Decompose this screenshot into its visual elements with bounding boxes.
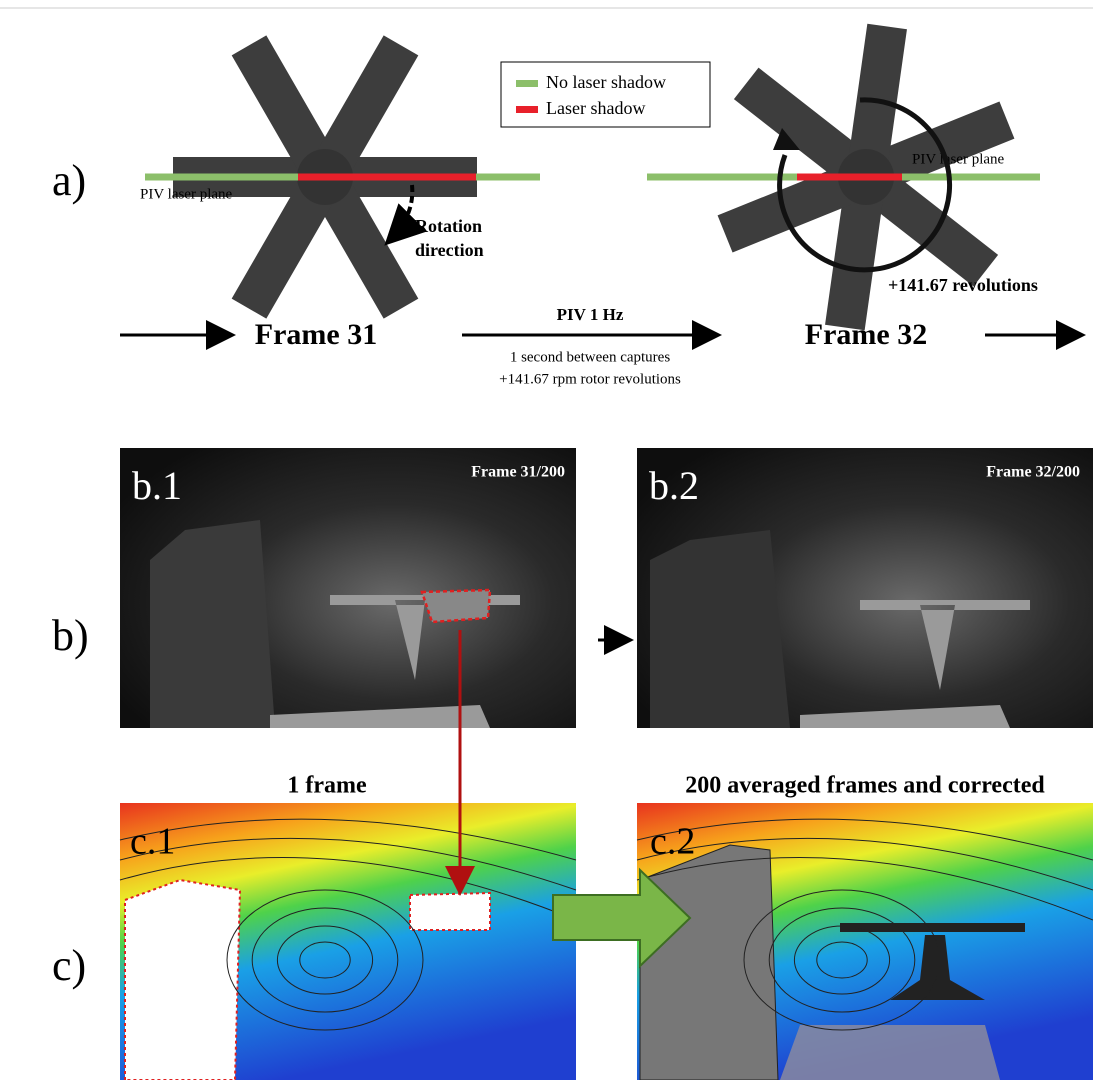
timing-title: PIV 1 Hz [557,305,624,324]
figure: a) PIV laser plane PIV laser plane Rotat… [0,0,1093,1080]
image-title: 200 averaged frames and corrected [685,773,1045,799]
legend-entry: Laser shadow [546,98,645,118]
legend-swatch [516,80,538,87]
image-label: c.2 [650,821,695,863]
laser-plane-label: PIV laser plane [912,151,1005,167]
ship-silhouette [650,530,790,728]
rotation-label: direction [415,240,484,260]
frame-counter: Frame 31/200 [471,464,565,481]
shadow-region [422,590,490,622]
ship-silhouette [150,520,275,728]
frame-counter: Frame 32/200 [986,464,1080,481]
legend-entry: No laser shadow [546,72,666,92]
panel-label: c) [52,941,86,990]
image-label: c.1 [130,821,175,863]
timing-text: +141.67 rpm rotor revolutions [499,371,681,387]
legend-swatch [516,106,538,113]
frame-title: Frame 31 [255,318,377,351]
panel-label: a) [52,156,86,205]
panel-label: b) [52,611,89,660]
image-label: b.2 [649,463,699,508]
revolutions-label: +141.67 revolutions [888,275,1038,295]
ship-mask [640,845,778,1080]
timing-text: 1 second between captures [510,349,671,365]
deck-mask [780,1025,1000,1080]
image-label: b.1 [132,463,182,508]
image-title: 1 frame [287,773,367,799]
frame-title: Frame 32 [805,318,927,351]
laser-plane-label: PIV laser plane [140,186,233,202]
rotation-label: Rotation [415,216,482,236]
